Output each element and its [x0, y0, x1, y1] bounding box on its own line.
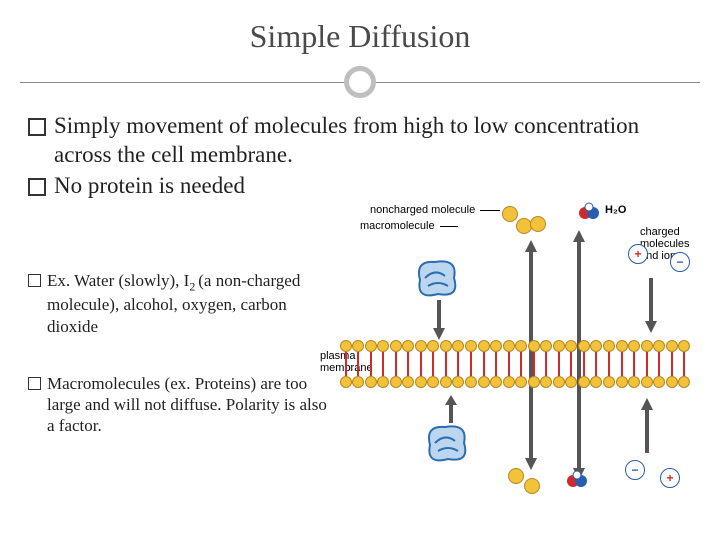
lipid-icon [478, 340, 489, 364]
lipid-icon [603, 364, 614, 388]
lipid-icon [578, 340, 589, 364]
lipid-icon [503, 340, 514, 364]
lipid-icon [491, 364, 502, 388]
lipid-bilayer [340, 340, 690, 388]
arrow-blocked-icon [642, 278, 660, 333]
noncharged-molecule-icon [502, 206, 518, 222]
lipid-icon [378, 340, 389, 364]
lipid-icon [365, 340, 376, 364]
membrane-diagram: noncharged molecule macromolecule H₂O ch… [330, 200, 700, 510]
bullet-text: Ex. Water (slowly), I2 (a non-charged mo… [47, 270, 328, 337]
lipid-icon [679, 340, 690, 364]
lipid-icon [591, 364, 602, 388]
lipid-icon [629, 340, 640, 364]
lipid-icon [541, 340, 552, 364]
lipid-icon [616, 340, 627, 364]
lipid-icon [353, 340, 364, 364]
lipid-icon [465, 340, 476, 364]
sub-bullets-area: Ex. Water (slowly), I2 (a non-charged mo… [28, 270, 328, 473]
lipid-icon [666, 340, 677, 364]
bullet-item: Simply movement of molecules from high t… [28, 112, 692, 170]
lipid-icon [378, 364, 389, 388]
leader-line [480, 210, 500, 211]
lipid-icon [616, 364, 627, 388]
lipid-icon [465, 364, 476, 388]
checkbox-icon [28, 178, 46, 196]
macromolecule-icon [420, 415, 474, 469]
lipid-icon [566, 340, 577, 364]
lipid-icon [503, 364, 514, 388]
ion-plus-icon: + [628, 244, 648, 264]
label-noncharged: noncharged molecule [370, 204, 475, 216]
title-area: Simple Diffusion [0, 0, 720, 55]
lipid-icon [491, 340, 502, 364]
lipid-icon [428, 364, 439, 388]
bullet-item: Macromolecules (ex. Proteins) are too la… [28, 373, 328, 437]
lipid-icon [440, 340, 451, 364]
lipid-icon [415, 364, 426, 388]
lipid-icon [528, 340, 539, 364]
water-molecule-icon [566, 470, 588, 488]
lipid-icon [578, 364, 589, 388]
noncharged-molecule-icon [524, 478, 540, 494]
lipid-icon [403, 340, 414, 364]
checkbox-icon [28, 274, 41, 287]
arrow-blocked-icon [442, 395, 460, 423]
bullet-item: Ex. Water (slowly), I2 (a non-charged mo… [28, 270, 328, 337]
main-bullets: Simply movement of molecules from high t… [28, 112, 692, 200]
lipid-icon [453, 364, 464, 388]
lipid-icon [453, 340, 464, 364]
ion-minus-icon: − [670, 252, 690, 272]
lipid-icon [428, 340, 439, 364]
bullet-item: No protein is needed [28, 172, 692, 201]
bullet-text: Simply movement of molecules from high t… [54, 112, 692, 170]
body-text: Simply movement of molecules from high t… [28, 112, 692, 202]
lipid-icon [553, 364, 564, 388]
lipid-icon [528, 364, 539, 388]
checkbox-icon [28, 377, 41, 390]
lipid-icon [641, 340, 652, 364]
lipid-icon [629, 364, 640, 388]
lipid-icon [353, 364, 364, 388]
arrow-blocked-icon [638, 398, 656, 453]
lipid-icon [365, 364, 376, 388]
lipid-icon [654, 340, 665, 364]
lipid-icon [478, 364, 489, 388]
lipid-icon [340, 340, 351, 364]
lipid-icon [603, 340, 614, 364]
lipid-icon [516, 340, 527, 364]
lipid-icon [591, 340, 602, 364]
ion-plus-icon: + [660, 468, 680, 488]
ion-minus-icon: − [625, 460, 645, 480]
bullet-text: No protein is needed [54, 172, 245, 201]
label-macromolecule: macromolecule [360, 220, 435, 232]
slide: Simple Diffusion Simply movement of mole… [0, 0, 720, 540]
lipid-icon [390, 340, 401, 364]
noncharged-molecule-icon [530, 216, 546, 232]
lipid-icon [553, 340, 564, 364]
leader-line [440, 226, 458, 227]
lipid-icon [566, 364, 577, 388]
sub-bullets: Ex. Water (slowly), I2 (a non-charged mo… [28, 270, 328, 437]
lipid-icon [516, 364, 527, 388]
lipid-icon [679, 364, 690, 388]
lipid-icon [440, 364, 451, 388]
lipid-icon [340, 364, 351, 388]
page-title: Simple Diffusion [0, 18, 720, 55]
label-h2o: H₂O [605, 204, 626, 216]
water-molecule-icon [578, 202, 600, 220]
noncharged-molecule-icon [508, 468, 524, 484]
lipid-icon [390, 364, 401, 388]
arrow-blocked-icon [430, 300, 448, 340]
bullet-text: Macromolecules (ex. Proteins) are too la… [47, 373, 328, 437]
macromolecule-icon [410, 250, 464, 304]
lipid-icon [415, 340, 426, 364]
lipid-icon [641, 364, 652, 388]
lipid-icon [403, 364, 414, 388]
lipid-icon [666, 364, 677, 388]
lipid-icon [654, 364, 665, 388]
title-circle-icon [344, 66, 376, 98]
checkbox-icon [28, 118, 46, 136]
lipid-icon [541, 364, 552, 388]
